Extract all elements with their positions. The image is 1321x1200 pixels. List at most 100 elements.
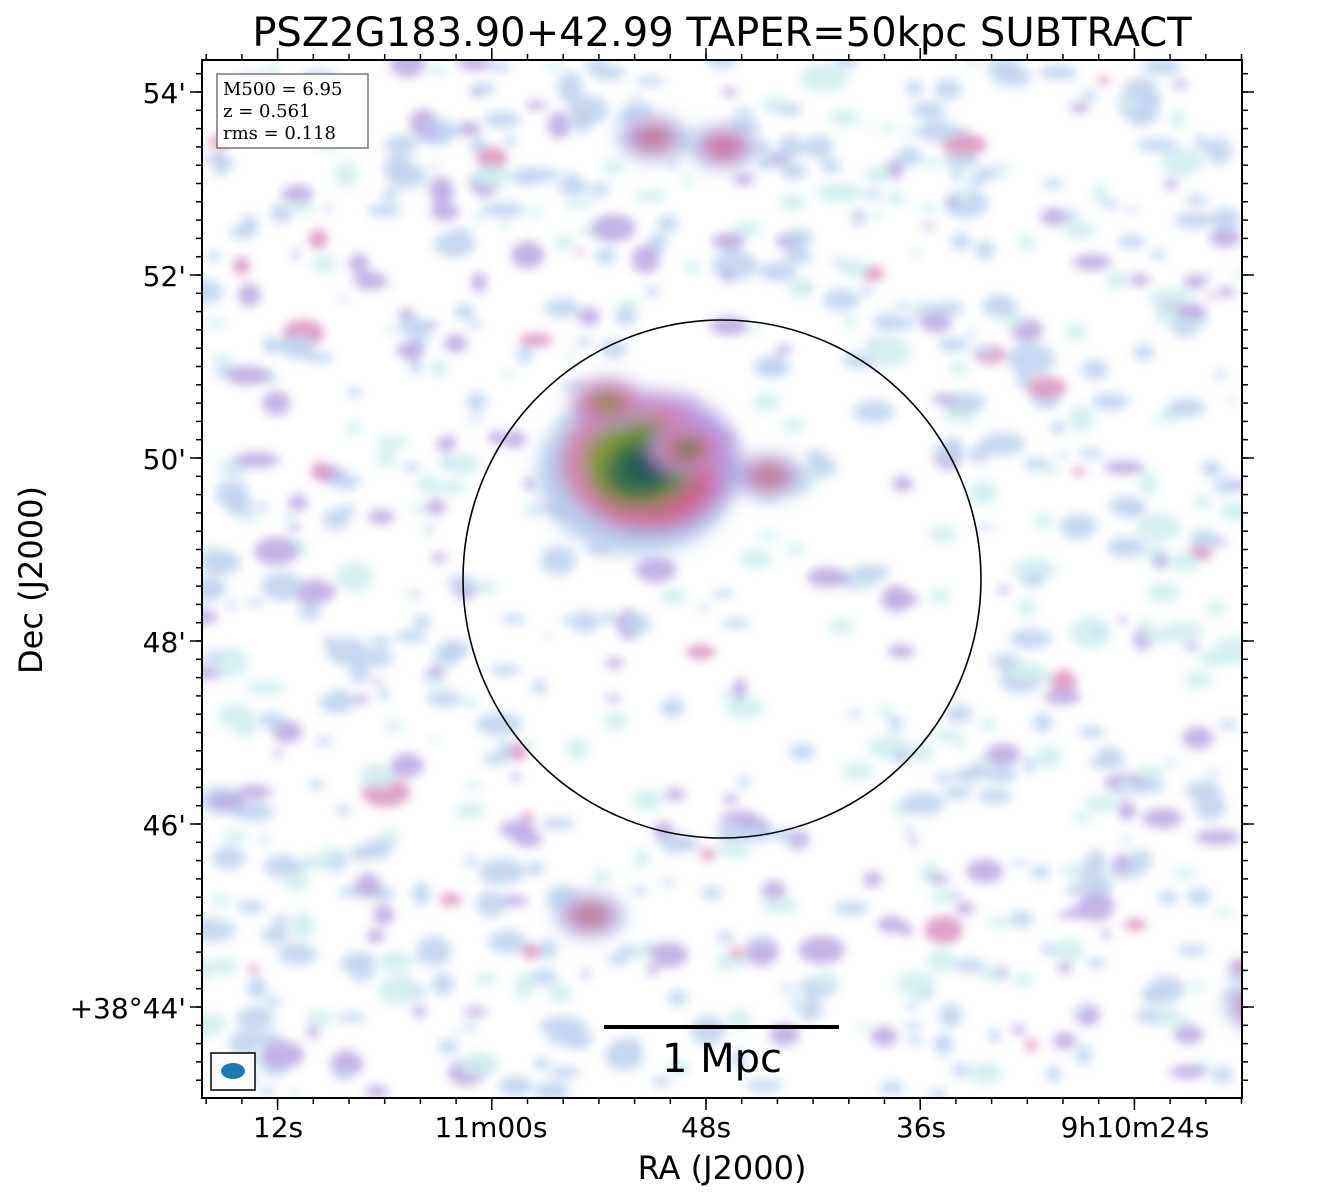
noise-speckle [1135, 778, 1165, 793]
noise-speckle [225, 467, 247, 475]
noise-speckle [498, 1076, 533, 1097]
noise-speckle [379, 950, 410, 973]
noise-speckle [779, 193, 806, 212]
noise-speckle [952, 1062, 970, 1078]
y-tick-label: 54' [143, 77, 186, 110]
noise-speckle [944, 436, 962, 452]
noise-speckle [291, 911, 314, 940]
noise-speckle [355, 872, 381, 898]
noise-speckle [547, 111, 571, 139]
noise-speckle [1081, 876, 1114, 895]
noise-speckle [277, 943, 318, 966]
noise-speckle [202, 279, 223, 304]
noise-speckle [221, 830, 249, 843]
noise-speckle [1195, 133, 1208, 151]
noise-speckle [798, 936, 845, 964]
noise-speckle [1064, 72, 1076, 80]
noise-speckle [981, 718, 995, 732]
noise-speckle [1208, 228, 1241, 248]
noise-speckle [1185, 194, 1208, 207]
noise-speckle [1230, 480, 1242, 490]
noise-speckle [245, 599, 265, 607]
noise-speckle [207, 251, 221, 262]
noise-speckle [215, 478, 248, 510]
noise-speckle [202, 917, 236, 942]
noise-speckle [368, 509, 395, 525]
noise-speckle [540, 545, 577, 576]
noise-speckle [1084, 849, 1108, 877]
noise-speckle [633, 190, 667, 203]
emission-mark [626, 454, 649, 473]
noise-speckle [463, 1007, 488, 1017]
noise-speckle [439, 893, 462, 907]
noise-speckle [502, 614, 526, 625]
noise-speckle [202, 1025, 219, 1037]
noise-speckle [870, 1026, 898, 1047]
noise-speckle [427, 64, 449, 75]
noise-speckle [787, 995, 807, 1008]
beam-ellipse [221, 1063, 245, 1079]
noise-speckle [264, 854, 299, 879]
noise-speckle [1072, 812, 1092, 823]
noise-speckle [1205, 137, 1233, 165]
noise-speckle [390, 60, 425, 78]
noise-speckle [284, 871, 310, 892]
noise-speckle [740, 549, 772, 569]
noise-speckle [430, 202, 460, 222]
axis-ticks [190, 48, 1254, 1110]
noise-speckle [205, 318, 227, 328]
noise-speckle [255, 502, 269, 512]
noise-speckle [671, 837, 701, 851]
noise-speckle [988, 1029, 1001, 1043]
x-tick-label: 11m00s [434, 1111, 547, 1144]
noise-speckle [1116, 791, 1127, 798]
noise-speckle [332, 472, 360, 491]
noise-speckle [594, 247, 617, 265]
noise-speckle [298, 602, 322, 621]
x-axis-label: RA (J2000) [638, 1149, 807, 1187]
noise-speckle [734, 221, 762, 237]
noise-speckle [711, 589, 734, 598]
noise-speckle [733, 173, 755, 186]
noise-speckle [228, 1029, 260, 1057]
noise-speckle [775, 344, 792, 355]
noise-speckle [721, 87, 738, 97]
noise-speckle [1170, 109, 1185, 130]
noise-speckle [525, 861, 545, 877]
noise-speckle [1135, 512, 1181, 542]
noise-speckle [880, 1080, 904, 1095]
noise-speckle [928, 1088, 948, 1098]
noise-speckle [429, 359, 449, 378]
noise-speckle [878, 704, 891, 718]
noise-speckle [907, 743, 934, 762]
noise-speckle [968, 481, 998, 505]
noise-speckle [1142, 808, 1183, 829]
noise-speckle [953, 958, 986, 973]
noise-speckle [928, 874, 950, 885]
noise-speckle [598, 612, 620, 624]
noise-speckle [262, 335, 279, 354]
noise-speckle [592, 870, 611, 883]
noise-speckle [800, 63, 849, 93]
noise-speckle [1136, 138, 1178, 153]
noise-speckle [830, 109, 859, 127]
noise-speckle [651, 1076, 671, 1087]
noise-speckle [1193, 494, 1212, 509]
emission-mark [1252, 1003, 1266, 1012]
noise-speckle [320, 848, 338, 865]
noise-speckle [938, 337, 969, 353]
noise-speckle [924, 916, 963, 944]
noise-speckle [456, 121, 481, 137]
noise-speckle [577, 307, 601, 327]
noise-speckle [291, 579, 337, 604]
noise-speckle [974, 240, 995, 260]
noise-speckle [390, 753, 424, 778]
noise-speckle [803, 134, 834, 159]
noise-speckle [514, 971, 536, 1000]
noise-speckle [982, 966, 1001, 982]
noise-speckle [262, 391, 291, 416]
noise-speckle [600, 339, 628, 359]
noise-speckle [499, 221, 511, 230]
noise-speckle [236, 1006, 275, 1030]
noise-speckle [409, 957, 420, 963]
